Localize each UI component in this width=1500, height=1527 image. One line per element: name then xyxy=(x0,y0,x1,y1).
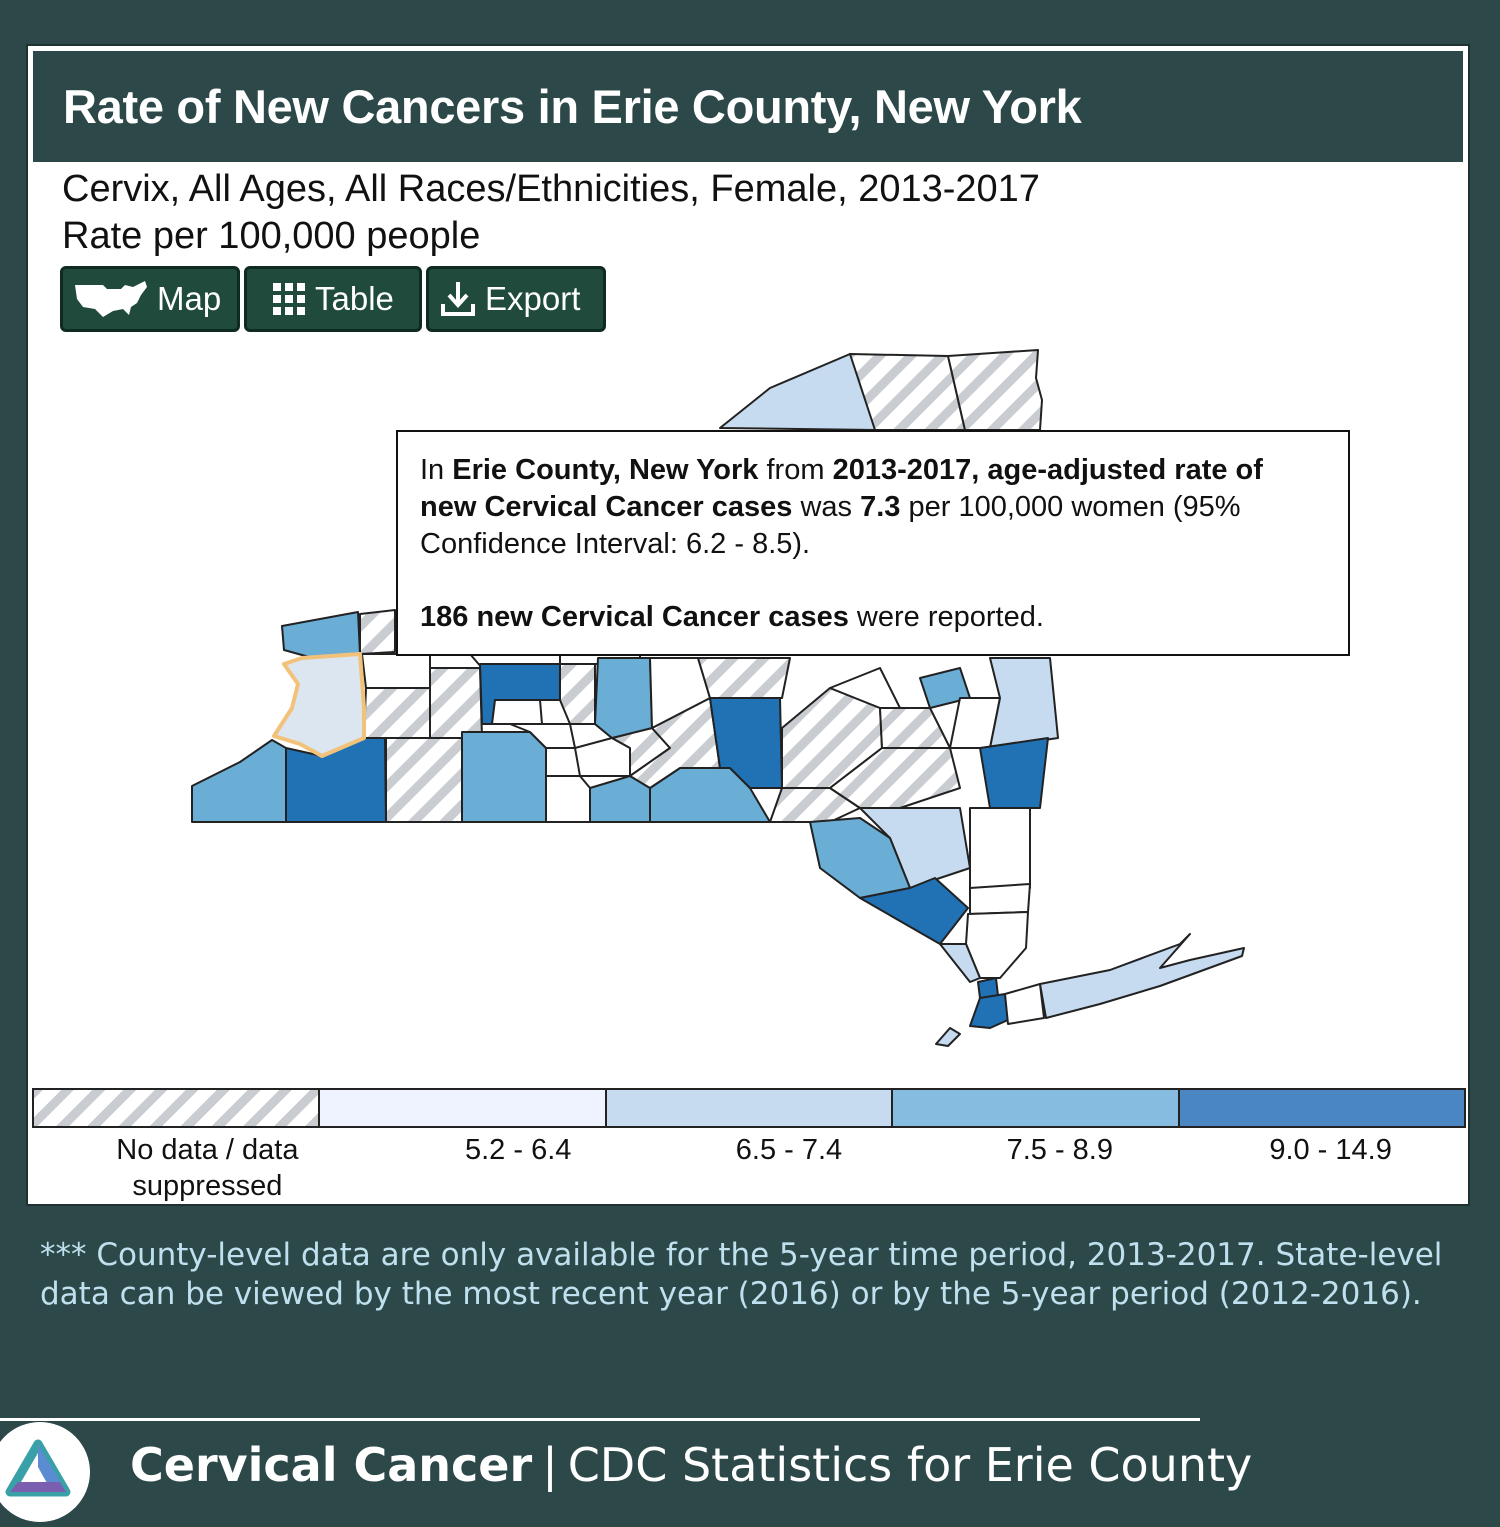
county-steuben[interactable] xyxy=(461,731,547,823)
county-wyoming[interactable] xyxy=(363,687,431,739)
map-button[interactable]: Map xyxy=(60,266,240,332)
county-nassau[interactable] xyxy=(1004,983,1045,1025)
county-rockland[interactable] xyxy=(859,877,969,945)
county-st-lawrence[interactable] xyxy=(719,353,876,431)
county-erie[interactable] xyxy=(272,652,366,758)
legend-swatch-3 xyxy=(893,1090,1180,1126)
grid-icon xyxy=(271,281,307,317)
county-bronx-area[interactable] xyxy=(939,943,981,983)
tooltip-rate-value: 7.3 xyxy=(860,491,901,523)
tooltip-rate-paragraph: In Erie County, New York from 2013-2017,… xyxy=(420,454,1263,560)
county-schuyler[interactable] xyxy=(509,723,576,749)
legend-label-3: 7.5 - 8.9 xyxy=(1006,1134,1113,1166)
county-staten-island[interactable] xyxy=(935,1027,961,1047)
county-livingston[interactable] xyxy=(429,667,483,739)
tooltip-county-name: Erie County, New York xyxy=(452,454,759,486)
footer-divider xyxy=(0,1418,1200,1421)
county-monroe[interactable] xyxy=(429,653,483,669)
export-button-label: Export xyxy=(485,280,581,317)
county-oneida[interactable] xyxy=(697,657,791,699)
county-clinton[interactable] xyxy=(947,349,1043,431)
tooltip-case-count: 186 new Cervical Cancer cases xyxy=(420,601,849,633)
legend-swatch-4 xyxy=(1179,1090,1465,1126)
legend-label-1: 5.2 - 6.4 xyxy=(464,1134,572,1166)
county-queens[interactable] xyxy=(969,993,1009,1029)
download-icon xyxy=(439,280,477,318)
county-yates[interactable] xyxy=(491,699,543,725)
footer-separator: | xyxy=(542,1438,558,1492)
legend-labels: No data / data suppressed 5.2 - 6.4 6.5 … xyxy=(32,1128,1466,1204)
subtitle-line-2: Rate per 100,000 people xyxy=(62,215,481,257)
tooltip-years: 2013-2017, age-adjusted rate of new Cerv… xyxy=(420,454,1263,523)
legend-swatches xyxy=(32,1088,1466,1128)
legend-label-4: 9.0 - 14.9 xyxy=(1269,1134,1392,1166)
panel-header: Rate of New Cancers in Erie County, New … xyxy=(30,48,1466,162)
page-title: Rate of New Cancers in Erie County, New … xyxy=(63,80,1082,133)
tooltip-cases-paragraph: 186 new Cervical Cancer cases were repor… xyxy=(420,601,1044,633)
footer-subtitle: CDC Statistics for Erie County xyxy=(567,1438,1253,1492)
footer-title: Cervical Cancer xyxy=(130,1438,533,1492)
legend-swatch-1 xyxy=(320,1090,607,1126)
table-button-label: Table xyxy=(315,280,394,317)
chart-panel: Rate of New Cancers in Erie County, New … xyxy=(26,44,1470,1206)
county-suffolk[interactable] xyxy=(1039,933,1245,1019)
map-button-label: Map xyxy=(157,280,222,317)
table-button[interactable]: Table xyxy=(244,266,422,332)
footer-caption: Cervical Cancer | CDC Statistics for Erie … xyxy=(130,1438,1252,1492)
legend-label-2: 6.5 - 7.4 xyxy=(735,1134,843,1166)
view-toolbar: Map Table Export xyxy=(60,266,606,332)
county-onondaga[interactable] xyxy=(594,657,653,739)
new-york-county-map xyxy=(191,349,1245,1047)
subtitle-line-1: Cervix, All Ages, All Races/Ethnicities,… xyxy=(62,168,1040,210)
county-putnam[interactable] xyxy=(969,883,1031,915)
county-dutchess[interactable] xyxy=(969,807,1031,889)
county-allegany[interactable] xyxy=(385,737,463,823)
county-chautauqua[interactable] xyxy=(191,739,287,823)
brand-logo xyxy=(0,1422,90,1522)
legend-swatch-2 xyxy=(606,1090,894,1126)
county-chemung[interactable] xyxy=(545,775,591,823)
county-albany[interactable] xyxy=(879,707,951,749)
county-genesee[interactable] xyxy=(361,653,431,689)
county-orleans[interactable] xyxy=(359,609,396,655)
triangle-logo-icon xyxy=(5,1439,71,1497)
map-legend: No data / data suppressed 5.2 - 6.4 6.5 … xyxy=(32,1088,1466,1206)
legend-swatch-no-data xyxy=(34,1090,321,1126)
chart-subtitle: Cervix, All Ages, All Races/Ethnicities,… xyxy=(62,166,1040,260)
county-niagara[interactable] xyxy=(281,611,361,661)
usa-map-icon xyxy=(73,279,149,319)
export-button[interactable]: Export xyxy=(426,266,606,332)
county-columbia[interactable] xyxy=(979,737,1049,809)
county-seneca[interactable] xyxy=(559,663,596,725)
county-tooltip: In Erie County, New York from 2013-2017,… xyxy=(396,430,1350,656)
county-washington[interactable] xyxy=(989,657,1059,749)
footnote: *** County-level data are only available… xyxy=(40,1237,1443,1312)
legend-label-no-data: No data / data suppressed xyxy=(116,1134,299,1202)
